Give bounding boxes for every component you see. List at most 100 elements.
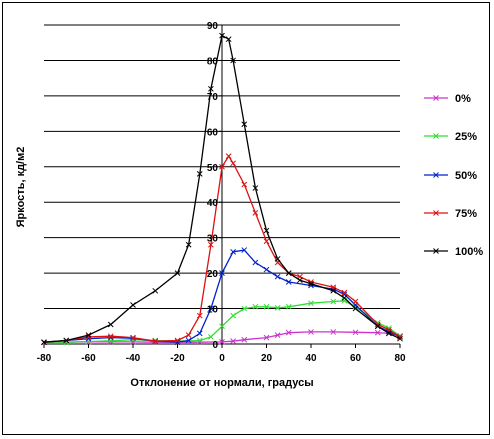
data-point <box>241 121 248 128</box>
axes <box>43 24 401 348</box>
data-point <box>196 312 203 319</box>
data-point <box>252 303 259 310</box>
series-line <box>44 331 401 343</box>
data-point <box>208 241 214 248</box>
data-point <box>225 153 232 159</box>
data-point <box>196 330 203 337</box>
y-tick-label: 20 <box>207 269 219 280</box>
data-point <box>352 298 359 305</box>
series-line <box>43 155 401 343</box>
y-tick-label: 30 <box>207 234 219 245</box>
y-tick-label: 0 <box>212 340 218 351</box>
y-tick-label: 80 <box>207 56 219 67</box>
data-point <box>219 32 225 39</box>
data-point <box>230 248 236 255</box>
data-point <box>374 321 381 328</box>
data-point <box>241 336 248 343</box>
data-point <box>41 339 47 346</box>
y-axis-title: Яркость, кд/м2 <box>15 147 27 228</box>
legend-marker <box>433 133 439 139</box>
data-point <box>263 334 270 341</box>
y-tick-label: 50 <box>207 163 219 174</box>
data-point <box>330 329 337 335</box>
data-point <box>274 273 281 280</box>
data-point <box>185 332 192 338</box>
legend: 0% 25% 50% 75% 100% <box>424 93 483 258</box>
data-point <box>196 171 203 177</box>
legend-label: 25% <box>455 131 477 143</box>
legend-label: 0% <box>455 93 471 105</box>
data-point <box>352 329 359 336</box>
x-tick-label: 60 <box>350 353 362 364</box>
data-point <box>285 303 292 310</box>
data-point <box>241 247 248 253</box>
data-point <box>225 36 232 43</box>
legend-marker <box>433 210 439 216</box>
data-point <box>397 335 403 342</box>
x-axis-title: Отклонение от нормали, градусы <box>130 377 313 389</box>
legend-marker <box>433 248 439 254</box>
legend-entry: 50% <box>424 170 477 182</box>
legend-entry: 100% <box>424 246 483 258</box>
data-point <box>308 329 314 335</box>
data-point <box>263 303 270 310</box>
legend-entry: 25% <box>424 131 477 143</box>
data-point <box>263 227 270 234</box>
legend-label: 75% <box>455 208 477 220</box>
data-point <box>330 298 337 305</box>
x-tick-label: 40 <box>305 353 317 364</box>
data-point <box>219 339 225 345</box>
data-point <box>241 181 248 188</box>
data-point <box>308 300 314 307</box>
data-point <box>63 337 70 344</box>
data-point <box>174 270 181 276</box>
x-tick-label: 0 <box>219 353 225 364</box>
y-tick-label: 10 <box>207 305 219 316</box>
data-point <box>330 287 337 294</box>
y-tick-label: 40 <box>207 198 219 209</box>
y-tick-label: 90 <box>207 21 219 32</box>
legend-label: 100% <box>455 246 483 258</box>
data-point <box>374 329 381 336</box>
data-point <box>152 337 159 344</box>
data-point <box>219 270 225 276</box>
data-point <box>263 266 270 273</box>
data-point <box>185 241 192 248</box>
data-point <box>208 305 214 312</box>
legend-entry: 75% <box>424 208 477 220</box>
data-point <box>208 334 214 340</box>
data-point <box>341 289 348 296</box>
data-point <box>196 337 203 344</box>
series-lines <box>41 32 403 346</box>
data-point <box>285 329 292 336</box>
data-point <box>230 338 236 345</box>
data-point <box>219 163 225 170</box>
x-tick-label: -20 <box>170 353 185 364</box>
legend-entry: 0% <box>424 93 471 105</box>
x-tick-label: -60 <box>81 353 96 364</box>
data-point <box>130 335 136 342</box>
tick-labels: -80 -60 -40 -20 0 20 40 60 80 10 20 30 40 50 60 70 80 90 0 <box>37 21 406 364</box>
data-point <box>208 85 214 92</box>
data-point <box>285 279 292 285</box>
data-point <box>152 338 159 345</box>
data-point <box>107 333 114 340</box>
data-point <box>274 256 281 262</box>
data-point <box>308 280 314 287</box>
data-point <box>241 305 248 312</box>
legend-label: 50% <box>455 170 477 182</box>
legend-marker <box>433 95 439 101</box>
data-point <box>341 295 348 301</box>
data-point <box>219 323 225 330</box>
x-tick-label: 20 <box>261 353 273 364</box>
data-point <box>252 210 259 216</box>
chart-frame <box>2 2 490 435</box>
data-point <box>263 238 270 245</box>
data-point <box>230 160 236 167</box>
data-point <box>285 270 292 276</box>
data-point <box>230 312 236 319</box>
x-tick-label: -40 <box>126 353 141 364</box>
data-point <box>274 304 281 311</box>
data-point <box>252 185 259 191</box>
